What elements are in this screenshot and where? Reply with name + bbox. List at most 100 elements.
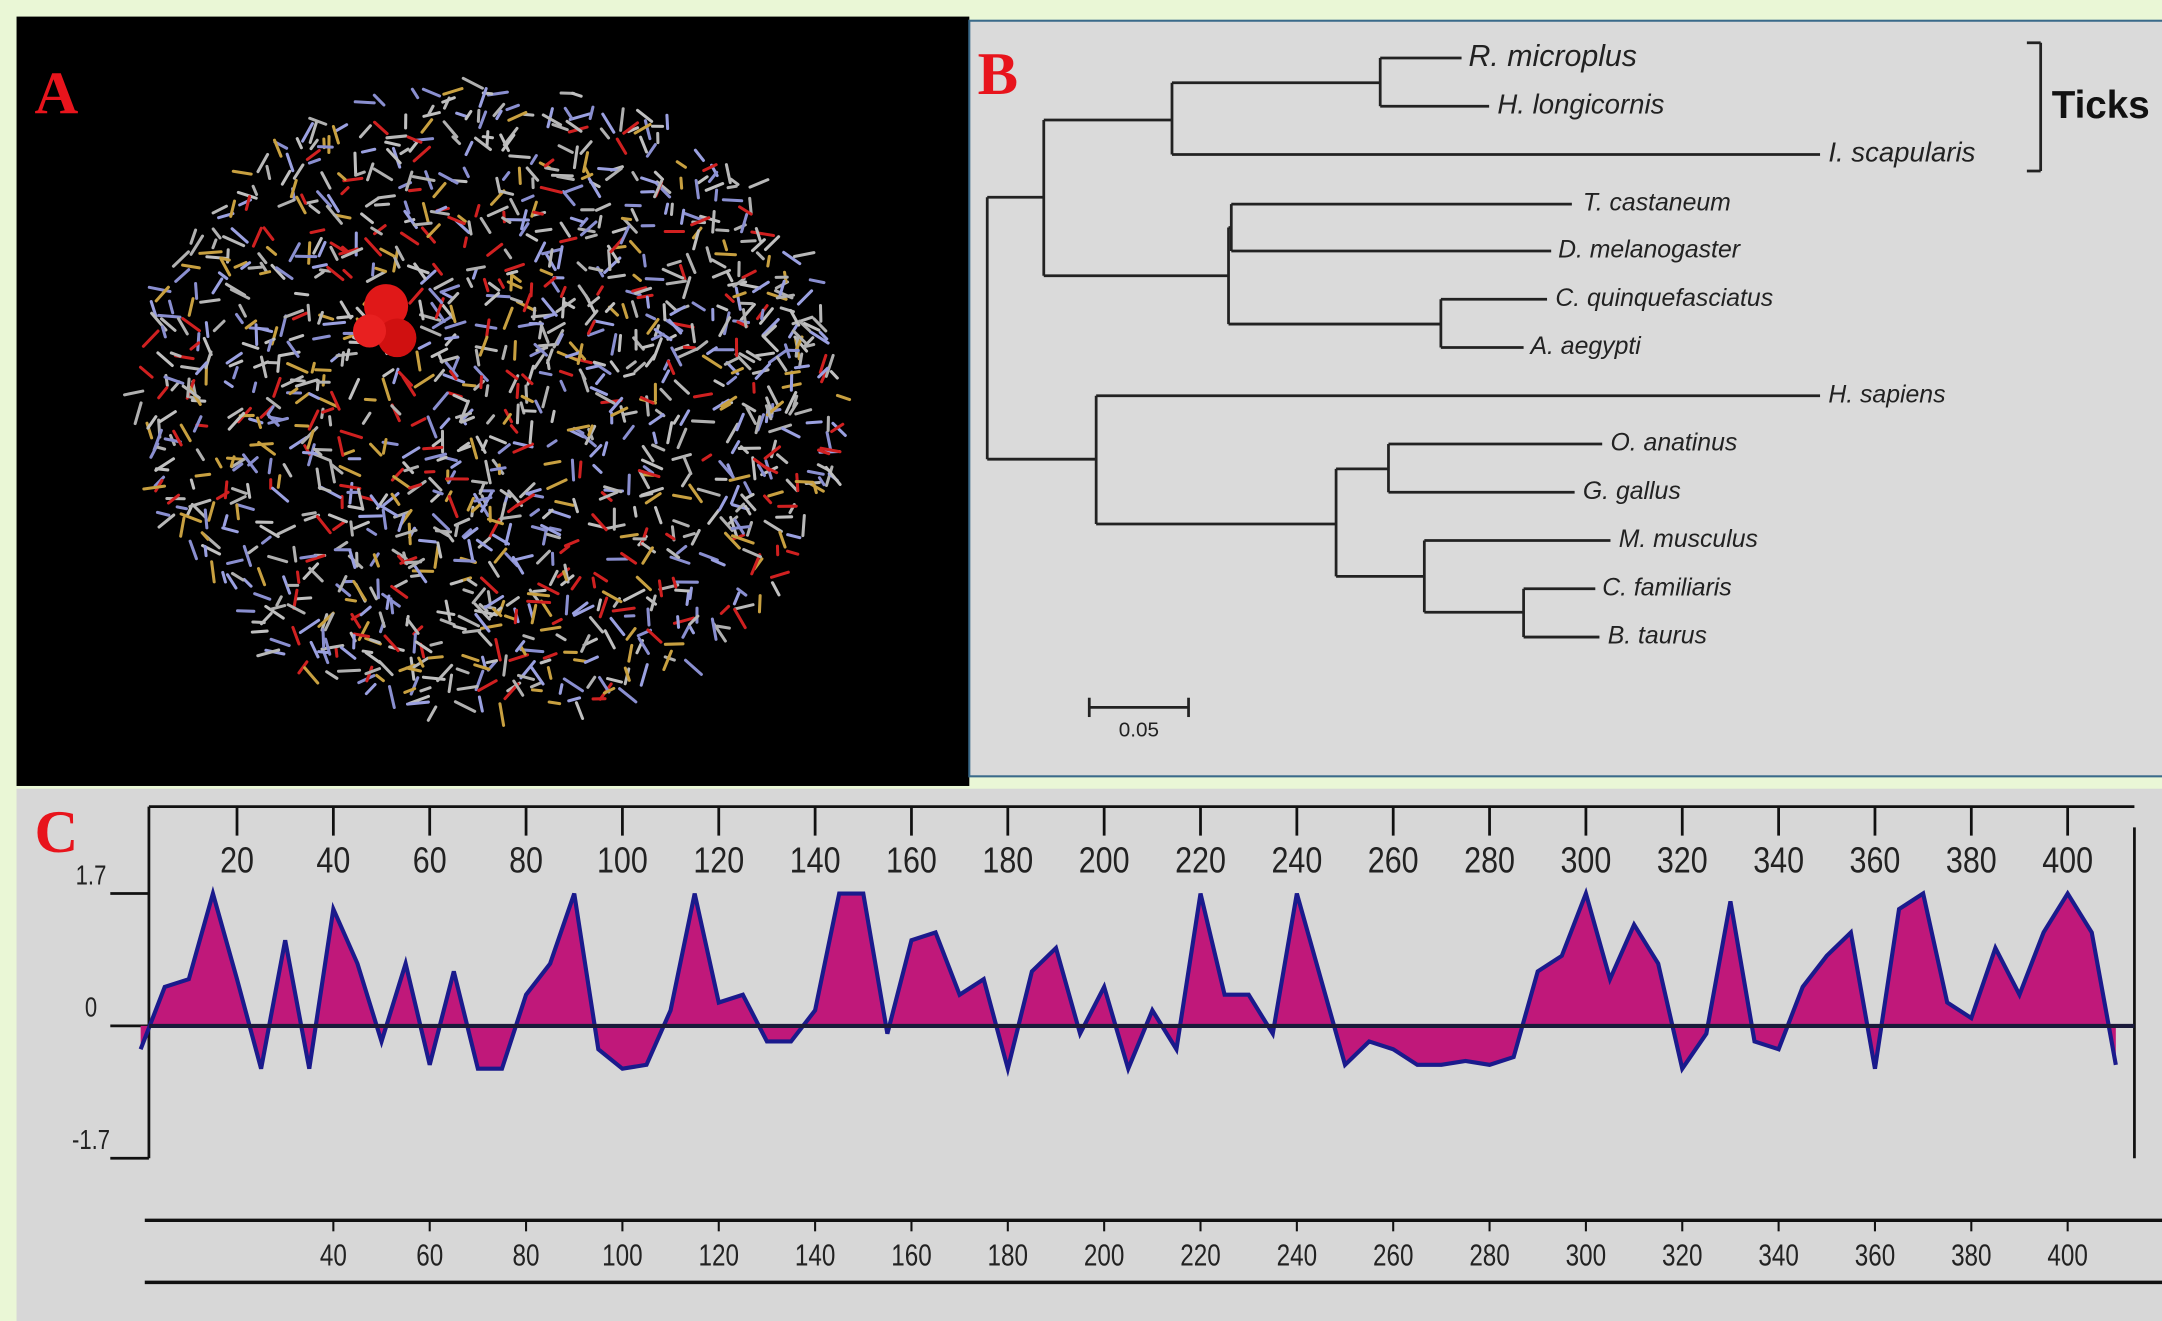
bond xyxy=(486,386,487,396)
bond xyxy=(365,399,375,400)
bond xyxy=(373,264,374,275)
leaf-label: G. gallus xyxy=(1583,478,1681,505)
bond xyxy=(807,422,821,423)
bond xyxy=(742,241,755,242)
bond xyxy=(363,651,372,652)
bond xyxy=(338,316,352,317)
bond xyxy=(593,578,595,587)
bond xyxy=(646,279,663,280)
x-tick-label: 80 xyxy=(509,841,543,881)
bond xyxy=(717,626,729,628)
y-tick-label: 1.7 xyxy=(76,860,107,891)
x2-tick-label: 120 xyxy=(699,1238,739,1272)
bond xyxy=(517,384,518,397)
bond xyxy=(294,547,296,561)
bond xyxy=(200,252,221,254)
bond xyxy=(552,175,572,176)
x2-tick-label: 200 xyxy=(1084,1238,1124,1272)
bond xyxy=(253,622,264,623)
x-tick-label: 100 xyxy=(597,841,648,881)
x2-tick-label: 260 xyxy=(1373,1238,1413,1272)
leaf-label: C. familiaris xyxy=(1602,574,1732,601)
bond xyxy=(237,505,239,519)
bond xyxy=(599,216,601,227)
bond xyxy=(644,255,645,266)
bond xyxy=(609,250,610,269)
bond xyxy=(647,297,648,307)
bond xyxy=(693,421,714,422)
scale-label: 0.05 xyxy=(1119,718,1159,741)
bond xyxy=(254,383,256,392)
leaf-label: D. melanogaster xyxy=(1558,237,1742,264)
bond xyxy=(456,525,458,536)
bond xyxy=(478,110,479,121)
bond xyxy=(409,189,420,190)
bond xyxy=(732,527,749,529)
bond xyxy=(308,305,309,320)
bond xyxy=(566,596,567,614)
bond xyxy=(528,594,548,596)
bond xyxy=(728,186,736,187)
bond xyxy=(519,168,520,183)
bond xyxy=(159,315,180,317)
bond xyxy=(716,254,736,255)
bond xyxy=(687,591,689,605)
bond xyxy=(188,379,189,396)
bond xyxy=(309,243,310,264)
bond xyxy=(336,647,337,656)
bond xyxy=(330,417,331,425)
x-tick-label: 360 xyxy=(1850,841,1901,881)
bond xyxy=(803,516,804,536)
panel-label: A xyxy=(34,60,78,127)
x-tick-label: 340 xyxy=(1753,841,1804,881)
bond xyxy=(549,702,560,704)
bond xyxy=(424,447,442,448)
bond xyxy=(533,690,542,691)
bond xyxy=(671,204,672,214)
x-tick-label: 240 xyxy=(1271,841,1322,881)
bond xyxy=(713,212,714,233)
bond xyxy=(622,218,630,219)
bond xyxy=(629,475,630,494)
bond xyxy=(391,599,393,613)
bond xyxy=(796,481,812,482)
bond xyxy=(619,335,620,350)
bond xyxy=(469,222,471,234)
bond xyxy=(659,581,661,596)
bond xyxy=(323,630,324,647)
bond xyxy=(786,372,799,374)
bond xyxy=(681,178,682,188)
x-tick-label: 140 xyxy=(790,841,841,881)
x2-tick-label: 240 xyxy=(1277,1238,1317,1272)
bond xyxy=(530,422,532,443)
leaf-label: B. taurus xyxy=(1608,623,1707,650)
x2-tick-label: 320 xyxy=(1662,1238,1702,1272)
bond xyxy=(408,702,429,704)
bond xyxy=(206,323,208,337)
bond xyxy=(375,204,388,205)
bond xyxy=(249,267,262,268)
panel-label: C xyxy=(34,799,78,866)
bond xyxy=(560,685,562,694)
bond xyxy=(436,531,450,532)
bond xyxy=(759,596,760,612)
x-tick-label: 380 xyxy=(1946,841,1997,881)
leaf-label: T. castaneum xyxy=(1583,190,1731,217)
bond xyxy=(517,405,518,423)
bond xyxy=(768,256,770,266)
x-tick-label: 320 xyxy=(1657,841,1708,881)
bond xyxy=(414,223,431,225)
bond xyxy=(278,356,279,372)
bond xyxy=(378,196,394,198)
x2-tick-label: 400 xyxy=(2047,1238,2087,1272)
x-tick-label: 260 xyxy=(1368,841,1419,881)
bond xyxy=(473,481,487,483)
group-label: Ticks xyxy=(2052,84,2150,127)
bond xyxy=(464,385,476,386)
x-tick-label: 280 xyxy=(1464,841,1515,881)
x2-tick-label: 100 xyxy=(602,1238,642,1272)
bond xyxy=(303,513,315,515)
bond xyxy=(762,310,763,318)
bond xyxy=(409,524,410,544)
bond xyxy=(221,258,229,260)
